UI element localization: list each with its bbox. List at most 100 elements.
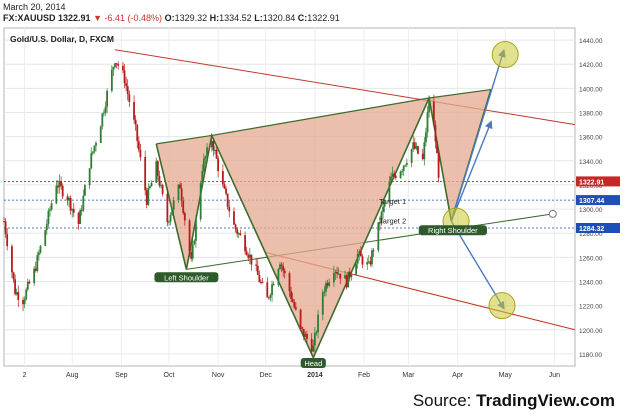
candle-body xyxy=(125,83,128,87)
x-tick-label: Jun xyxy=(549,372,560,379)
candle-body xyxy=(417,146,419,154)
projection-arrow-down xyxy=(450,220,505,310)
candle-body xyxy=(115,63,118,65)
candle-body xyxy=(350,274,353,278)
candle-body xyxy=(93,145,96,152)
candle-body xyxy=(155,161,158,183)
candle-body xyxy=(348,271,351,278)
candle-body xyxy=(182,200,185,214)
candle-body xyxy=(237,233,240,235)
candle-body xyxy=(234,224,237,230)
candle-body xyxy=(57,185,59,188)
y-tick-label: 1400.00 xyxy=(579,86,603,93)
candle-body xyxy=(256,265,259,275)
candle-body xyxy=(12,272,15,280)
candle-body xyxy=(260,282,262,284)
header-symbol: FX:XAUUSD xyxy=(3,13,56,23)
candle-body xyxy=(334,271,337,274)
candle-body xyxy=(277,269,280,285)
header-quote: FX:XAUUSD 1322.91 ▼ -6.41 (-0.48%) O:132… xyxy=(3,13,340,23)
candle-body xyxy=(266,282,269,298)
source-brand: TradingView.com xyxy=(476,391,615,410)
candle-body xyxy=(428,101,430,113)
target-1-label: Target 1 xyxy=(379,197,406,206)
candle-body xyxy=(15,292,18,295)
candle-body xyxy=(358,251,361,255)
pattern-chord xyxy=(428,88,492,99)
candle-body xyxy=(68,197,70,201)
y-tick-label: 1440.00 xyxy=(579,38,603,45)
right-shoulder-label-badge xyxy=(418,225,487,236)
x-tick-label: May xyxy=(499,372,513,379)
candle-body xyxy=(58,180,61,188)
candle-body xyxy=(168,221,170,223)
price-tag-label: 1322.91 xyxy=(579,179,604,186)
neckline-end-marker xyxy=(548,209,557,218)
candle-body xyxy=(402,165,405,171)
candle-body xyxy=(233,211,235,225)
candle-body xyxy=(366,262,369,265)
candle-body xyxy=(17,292,20,300)
pattern-fill xyxy=(429,89,491,222)
time-axis: 2 Aug Sep Oct Nov Dec 2014 Feb Mar Apr May Jun xyxy=(23,372,560,379)
harmonic-pattern xyxy=(155,88,492,360)
y-tick-label: 1420.00 xyxy=(579,62,603,69)
candle-body xyxy=(123,70,126,84)
candle-body xyxy=(328,282,331,286)
price-tag xyxy=(576,195,620,206)
down-arrow-icon: ▼ xyxy=(93,13,103,23)
candle-body xyxy=(280,264,283,267)
candle-body xyxy=(103,112,105,114)
candle-body xyxy=(11,246,13,273)
candle-body xyxy=(299,309,302,328)
candle-body xyxy=(69,197,72,211)
candle-body xyxy=(221,170,224,185)
y-tick-label: 1220.00 xyxy=(579,304,603,311)
y-tick-label: 1320.00 xyxy=(579,183,603,190)
candle-body xyxy=(144,157,147,191)
candle-body xyxy=(172,200,175,210)
x-tick-label: 2014 xyxy=(307,372,323,379)
candle-body xyxy=(39,245,42,253)
candle-body xyxy=(204,156,207,159)
candle-body xyxy=(244,235,246,252)
candle-body xyxy=(339,273,342,279)
header-close: 1322.91 xyxy=(307,13,340,23)
candle-body xyxy=(71,209,74,211)
candle-body xyxy=(421,153,424,160)
pattern-chord xyxy=(156,134,212,145)
candle-body xyxy=(315,332,318,334)
candle-body xyxy=(372,250,375,252)
candle-body xyxy=(313,332,316,346)
candle-body xyxy=(405,162,408,165)
candle-body xyxy=(206,147,208,157)
candle-body xyxy=(415,146,418,149)
candle-body xyxy=(434,125,437,142)
candle-body xyxy=(171,209,174,216)
candle-body xyxy=(6,234,9,247)
candle-body xyxy=(323,291,326,293)
candle-body xyxy=(201,170,204,184)
candle-body xyxy=(169,215,172,222)
header-last: 1322.91 xyxy=(58,13,91,23)
candle-body xyxy=(226,193,229,207)
header-change: -6.41 (-0.48%) xyxy=(104,13,163,23)
candle-body xyxy=(202,158,205,171)
candle-body xyxy=(210,141,213,148)
projection-arrow-up-high xyxy=(450,49,506,222)
candle-body xyxy=(214,149,216,151)
candle-body xyxy=(290,291,292,299)
candle-body xyxy=(293,302,296,308)
neckline xyxy=(186,213,553,270)
candle-body xyxy=(90,153,93,169)
header-open: 1329.32 xyxy=(174,13,208,23)
header-high-label: H: xyxy=(209,13,220,23)
y-tick-label: 1380.00 xyxy=(579,111,603,118)
candle-body xyxy=(436,141,438,154)
candle-body xyxy=(191,244,194,259)
x-tick-label: Mar xyxy=(402,372,415,379)
candle-body xyxy=(82,195,85,211)
candle-body xyxy=(426,112,429,133)
candle-body xyxy=(112,66,115,70)
